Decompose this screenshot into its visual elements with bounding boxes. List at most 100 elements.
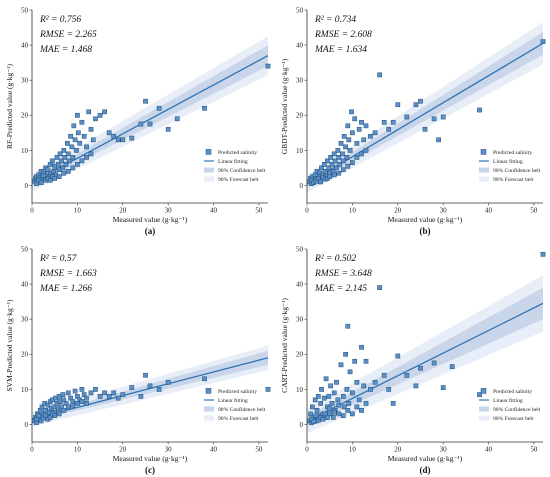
data-point: [347, 148, 353, 153]
y-tick-label: 40: [21, 280, 29, 288]
x-axis-label: Measured value (g·kg⁻¹): [388, 454, 463, 463]
data-point: [340, 158, 346, 164]
legend-label: Linear fitting: [493, 158, 523, 165]
data-point: [344, 155, 350, 160]
data-point: [359, 119, 364, 125]
data-point: [86, 109, 92, 115]
stat-text: RMSE = 2.265: [39, 30, 97, 40]
data-point: [372, 130, 378, 136]
x-axis-label: Measured value (g·kg⁻¹): [113, 215, 188, 224]
data-point: [331, 172, 337, 178]
y-tick-label: 30: [296, 316, 304, 324]
y-tick-label: 30: [21, 316, 29, 324]
x-tick-label: 30: [440, 446, 448, 454]
x-tick-label: 30: [165, 446, 173, 454]
data-point: [368, 133, 373, 139]
legend-swatch-points: [480, 149, 487, 155]
data-point: [335, 148, 341, 153]
x-tick-label: 20: [119, 446, 127, 454]
data-point: [106, 130, 112, 136]
data-point: [381, 372, 387, 378]
x-tick-label: 20: [119, 207, 127, 215]
data-point: [93, 116, 98, 122]
x-axis-label: Measured value (g·kg⁻¹): [388, 215, 463, 224]
legend-label: Predicted salinity: [218, 389, 257, 395]
data-point: [319, 387, 324, 392]
data-point: [147, 383, 153, 389]
scatter-chart: 0 10 20 30 40 50 0 10 20 30 40 50 Measured value (g·…: [5, 245, 271, 475]
data-point: [540, 39, 546, 44]
data-point: [326, 165, 332, 171]
data-point: [111, 390, 117, 396]
legend-swatch-confidence: [479, 167, 489, 173]
data-point: [65, 169, 71, 174]
data-point: [336, 155, 342, 160]
stat-text: R² = 0.756: [39, 15, 81, 25]
data-point: [70, 155, 76, 160]
legend-label: 90% Confidence belt: [493, 406, 541, 413]
stat-text: R² = 0.502: [314, 254, 356, 264]
data-point: [350, 411, 355, 417]
y-axis-label: RF-Predicted value (g·kg⁻¹): [5, 64, 14, 149]
data-point: [340, 167, 346, 173]
data-point: [418, 365, 423, 371]
data-point: [115, 137, 121, 143]
y-tick-label: 0: [300, 421, 304, 429]
data-point: [377, 72, 382, 78]
fit-line: [31, 357, 269, 420]
data-point: [129, 385, 135, 390]
data-point: [350, 160, 355, 165]
data-point: [372, 379, 378, 385]
panel-label: (b): [420, 226, 431, 236]
data-point: [75, 112, 80, 118]
data-point: [102, 109, 107, 115]
data-point: [60, 392, 66, 397]
data-point: [165, 379, 171, 385]
x-tick-label: 40: [485, 446, 493, 454]
data-point: [354, 404, 360, 410]
stat-text: R² = 0.734: [314, 15, 356, 25]
data-point: [350, 130, 355, 136]
legend-label: 90% Forecast belt: [493, 416, 534, 422]
data-point: [540, 251, 546, 257]
data-point: [363, 123, 369, 129]
data-point: [147, 121, 153, 127]
data-point: [59, 158, 64, 164]
scatter-chart: 0 10 20 30 40 50 0 10 20 30 40 50 Measured value (g·…: [280, 245, 546, 475]
y-tick-label: 20: [296, 112, 304, 120]
legend-swatch-points: [480, 388, 487, 394]
x-tick-label: 0: [30, 446, 34, 454]
data-point: [436, 137, 441, 143]
data-point: [327, 406, 333, 412]
data-point: [332, 158, 338, 164]
data-point: [115, 395, 121, 401]
data-point: [341, 133, 347, 139]
data-point: [343, 144, 348, 150]
scatter-chart: 0 10 20 30 40 50 0 10 20 30 40 50 Measured value (g·…: [280, 6, 546, 236]
x-tick-label: 40: [210, 207, 218, 215]
scatter-chart: 0 10 20 30 40 50 0 10 20 30 40 50 Measured value (g·…: [5, 6, 271, 236]
y-tick-label: 50: [296, 6, 304, 14]
y-axis-label: SVM-Predicted value (g·kg⁻¹): [5, 299, 14, 392]
panel-label: (a): [145, 226, 156, 236]
y-tick-label: 40: [296, 41, 304, 49]
data-point: [340, 151, 345, 157]
data-point: [65, 404, 71, 410]
data-point: [322, 169, 328, 174]
data-point: [338, 140, 344, 146]
data-point: [377, 285, 382, 290]
data-point: [413, 102, 419, 108]
legend-swatch-forecast: [479, 415, 489, 421]
data-point: [354, 140, 360, 146]
data-point: [343, 351, 348, 357]
data-point: [97, 112, 103, 118]
data-point: [84, 401, 89, 406]
data-point: [313, 413, 319, 419]
data-point: [331, 409, 337, 415]
data-point: [143, 372, 148, 378]
legend-swatch-forecast: [204, 176, 214, 182]
data-point: [72, 388, 78, 394]
data-point: [79, 119, 85, 125]
data-point: [79, 387, 85, 392]
legend-label: 90% Confidence belt: [218, 406, 266, 413]
